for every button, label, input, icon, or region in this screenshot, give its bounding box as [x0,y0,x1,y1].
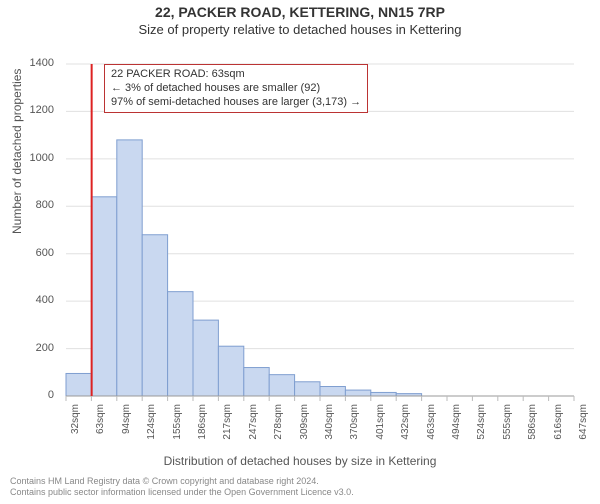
x-tick-label: 401sqm [375,404,386,444]
x-tick-label: 370sqm [349,404,360,444]
x-tick-label: 278sqm [273,404,284,444]
x-tick-label: 217sqm [222,404,233,444]
infobox-line1: 22 PACKER ROAD: 63sqm [111,68,361,82]
x-tick-label: 494sqm [451,404,462,444]
x-tick-label: 647sqm [578,404,589,444]
y-tick-label: 400 [20,294,54,306]
infobox-line2: ← 3% of detached houses are smaller (92) [111,82,361,96]
x-tick-label: 586sqm [527,404,538,444]
x-tick-label: 124sqm [146,404,157,444]
x-tick-label: 63sqm [95,404,106,444]
x-tick-label: 32sqm [70,404,81,444]
y-tick-label: 0 [20,389,54,401]
x-tick-label: 247sqm [248,404,259,444]
x-tick-label: 432sqm [400,404,411,444]
x-tick-label: 186sqm [197,404,208,444]
chart-area: 0200400600800100012001400 32sqm63sqm94sq… [60,60,580,410]
x-tick-label: 524sqm [476,404,487,444]
x-tick-label: 616sqm [553,404,564,444]
infobox-line3: 97% of semi-detached houses are larger (… [111,96,361,110]
page-subtitle: Size of property relative to detached ho… [0,22,600,37]
footer: Contains HM Land Registry data © Crown c… [10,476,354,498]
y-tick-label: 200 [20,342,54,354]
page-title: 22, PACKER ROAD, KETTERING, NN15 7RP [0,4,600,20]
x-tick-label: 463sqm [426,404,437,444]
y-tick-label: 1200 [20,104,54,116]
chart-container: 22, PACKER ROAD, KETTERING, NN15 7RP Siz… [0,4,600,504]
y-tick-label: 800 [20,199,54,211]
y-tick-label: 600 [20,247,54,259]
x-tick-label: 155sqm [172,404,183,444]
x-tick-label: 340sqm [324,404,335,444]
footer-line2: Contains public sector information licen… [10,487,354,498]
y-tick-label: 1400 [20,57,54,69]
x-axis-label: Distribution of detached houses by size … [0,454,600,468]
property-infobox: 22 PACKER ROAD: 63sqm ← 3% of detached h… [104,64,368,113]
x-tick-label: 94sqm [121,404,132,444]
x-tick-label: 309sqm [299,404,310,444]
x-tick-label: 555sqm [502,404,513,444]
y-tick-label: 1000 [20,152,54,164]
footer-line1: Contains HM Land Registry data © Crown c… [10,476,354,487]
